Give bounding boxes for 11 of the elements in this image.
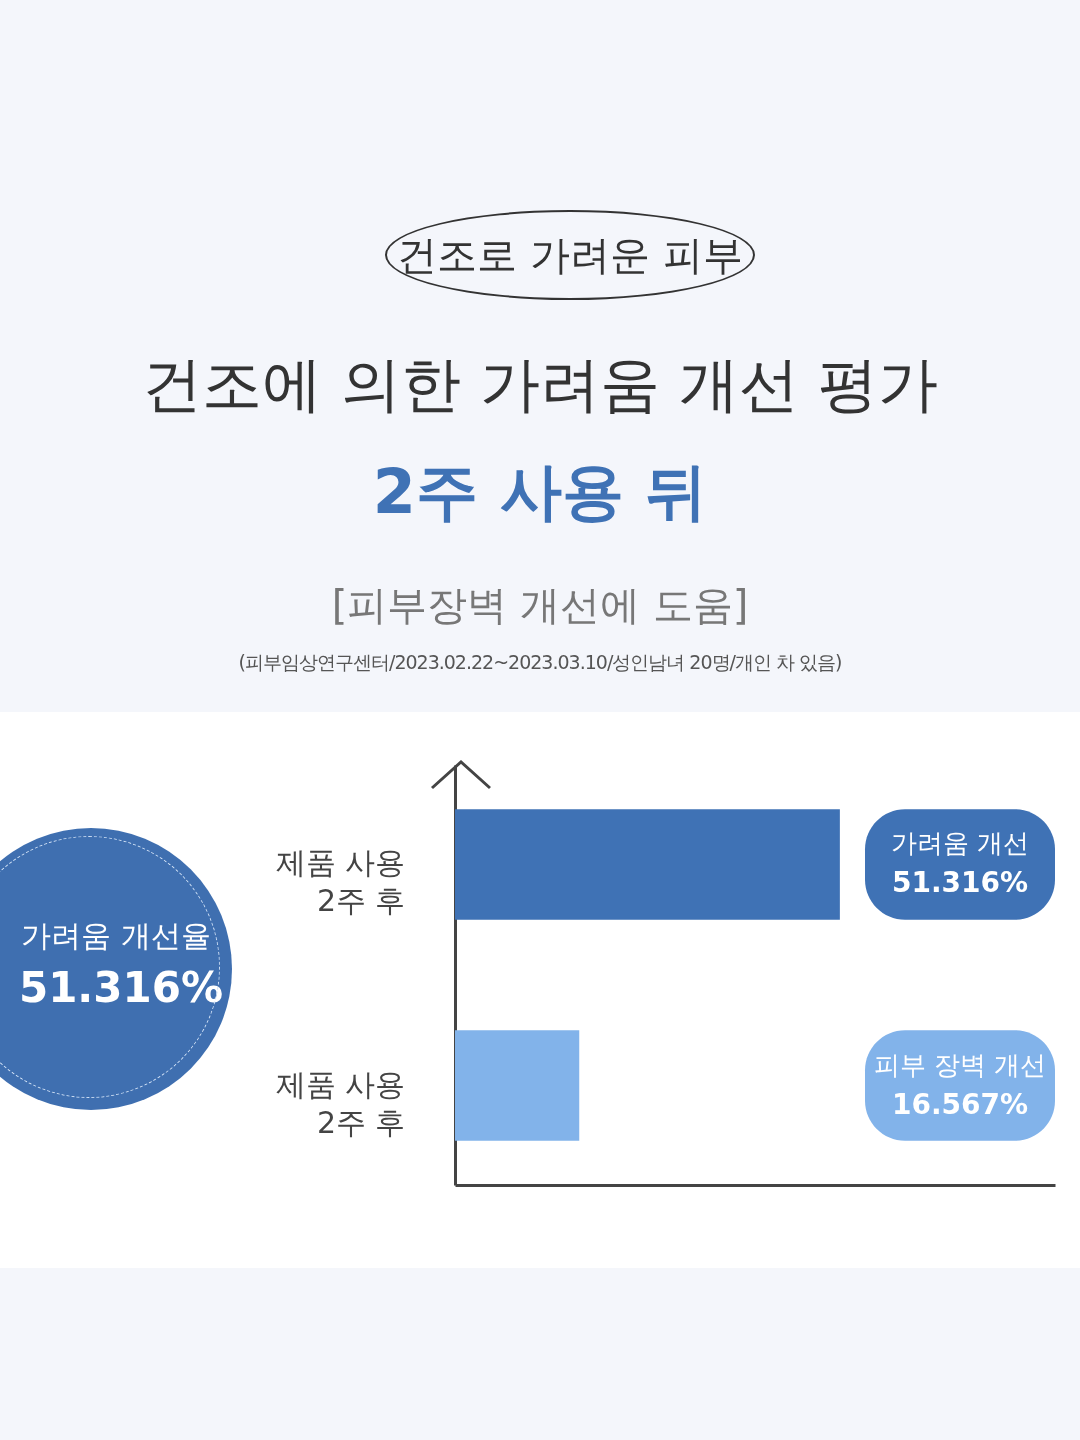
text: (피부임상연구센터/2023.02.22~2023.03.10/성인남녀 20명/개인 차 있음)	[237, 650, 843, 675]
text: [피부장벽 개선에 도움]	[330, 581, 750, 630]
y-tick-label: 제품 사용 2주 후	[275, 1066, 406, 1140]
chart-title: 건조에 의한 가려움 개선 평가	[140, 348, 940, 421]
chart-subtitle: 2주 사용 뒤	[371, 454, 709, 530]
data-label: 51.316%	[891, 866, 1029, 900]
data-label: 16.567%	[891, 1087, 1029, 1121]
text: 건조로 가려운 피부	[385, 210, 755, 300]
y-tick-label: 제품 사용 2주 후	[275, 845, 406, 919]
annotation: 피부 장벽 개선	[873, 1049, 1047, 1080]
annotation: 가려움 개선	[890, 828, 1030, 859]
